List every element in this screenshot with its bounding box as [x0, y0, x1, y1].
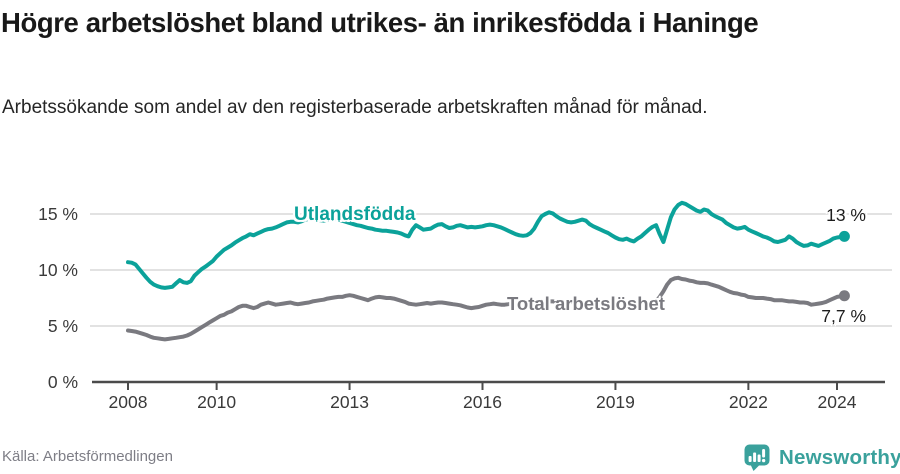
series-line-0 [126, 200, 847, 290]
chart-title: Högre arbetslöshet bland utrikes- än inr… [1, 7, 759, 38]
x-axis-tick-label-2022: 2022 [728, 392, 768, 412]
series-end-dot-0 [838, 230, 850, 242]
series-line-1 [126, 275, 847, 342]
y-axis-tick-label-10: 10 % [38, 260, 78, 280]
x-axis-tick-label-2024: 2024 [817, 392, 857, 412]
series-end-dot-1 [838, 290, 850, 302]
y-axis-tick-label-5: 5 % [47, 316, 78, 336]
x-axis-tick-label-2008: 2008 [108, 392, 148, 412]
end-value-label-total: 7,7 % [821, 306, 866, 326]
series-label-utlandsfodda: Utlandsfödda [294, 204, 416, 225]
x-axis-tick-label-2019: 2019 [595, 392, 635, 412]
y-axis-tick-label-15: 15 % [38, 204, 78, 224]
series-label-total-arbetsloshet: Total arbetslöshet [507, 293, 665, 314]
y-axis-tick-label-0: 0 % [47, 372, 78, 392]
newsworthy-logo-icon [744, 444, 770, 471]
source-note: Källa: Arbetsförmedlingen [2, 448, 173, 465]
newsworthy-logo[interactable]: Newsworthy [744, 444, 900, 471]
newsworthy-logo-text: Newsworthy [779, 446, 900, 469]
x-axis-tick-label-2013: 2013 [330, 392, 370, 412]
end-value-label-utlandsfodda: 13 % [826, 205, 866, 225]
x-axis-tick-label-2016: 2016 [463, 392, 502, 412]
chart-subtitle: Arbetssökande som andel av den registerb… [2, 97, 708, 118]
x-axis-tick-label-2010: 2010 [197, 392, 237, 412]
